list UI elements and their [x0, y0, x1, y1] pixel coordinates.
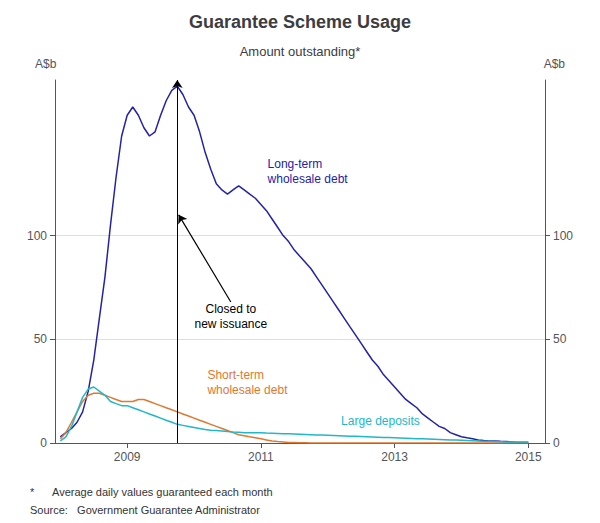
svg-text:0: 0: [40, 436, 47, 450]
svg-text:Source: Government Guarantee: Source: Government Guarantee Administrat…: [30, 504, 260, 516]
svg-text:2013: 2013: [381, 450, 408, 464]
svg-text:wholesale debt: wholesale debt: [206, 383, 288, 397]
svg-text:Large deposits: Large deposits: [341, 414, 420, 428]
svg-text:Closed to: Closed to: [205, 302, 256, 316]
svg-text:50: 50: [553, 332, 567, 346]
svg-text:Short-term: Short-term: [207, 368, 264, 382]
svg-text:2009: 2009: [114, 450, 141, 464]
svg-text:0: 0: [553, 436, 560, 450]
svg-text:100: 100: [27, 229, 47, 243]
svg-text:Long-term: Long-term: [268, 157, 323, 171]
svg-text:* Average daily values gu: * Average daily values guaranteed each m…: [30, 486, 273, 498]
svg-text:100: 100: [553, 229, 573, 243]
svg-text:A$b: A$b: [544, 57, 566, 71]
svg-text:new issuance: new issuance: [194, 317, 267, 331]
svg-text:50: 50: [34, 332, 48, 346]
svg-text:A$b: A$b: [35, 57, 57, 71]
svg-text:2015: 2015: [515, 450, 542, 464]
svg-text:wholesale debt: wholesale debt: [267, 172, 349, 186]
svg-text:Guarantee Scheme Usage: Guarantee Scheme Usage: [189, 12, 411, 32]
svg-text:Amount outstanding*: Amount outstanding*: [240, 44, 361, 59]
svg-text:2011: 2011: [248, 450, 274, 464]
